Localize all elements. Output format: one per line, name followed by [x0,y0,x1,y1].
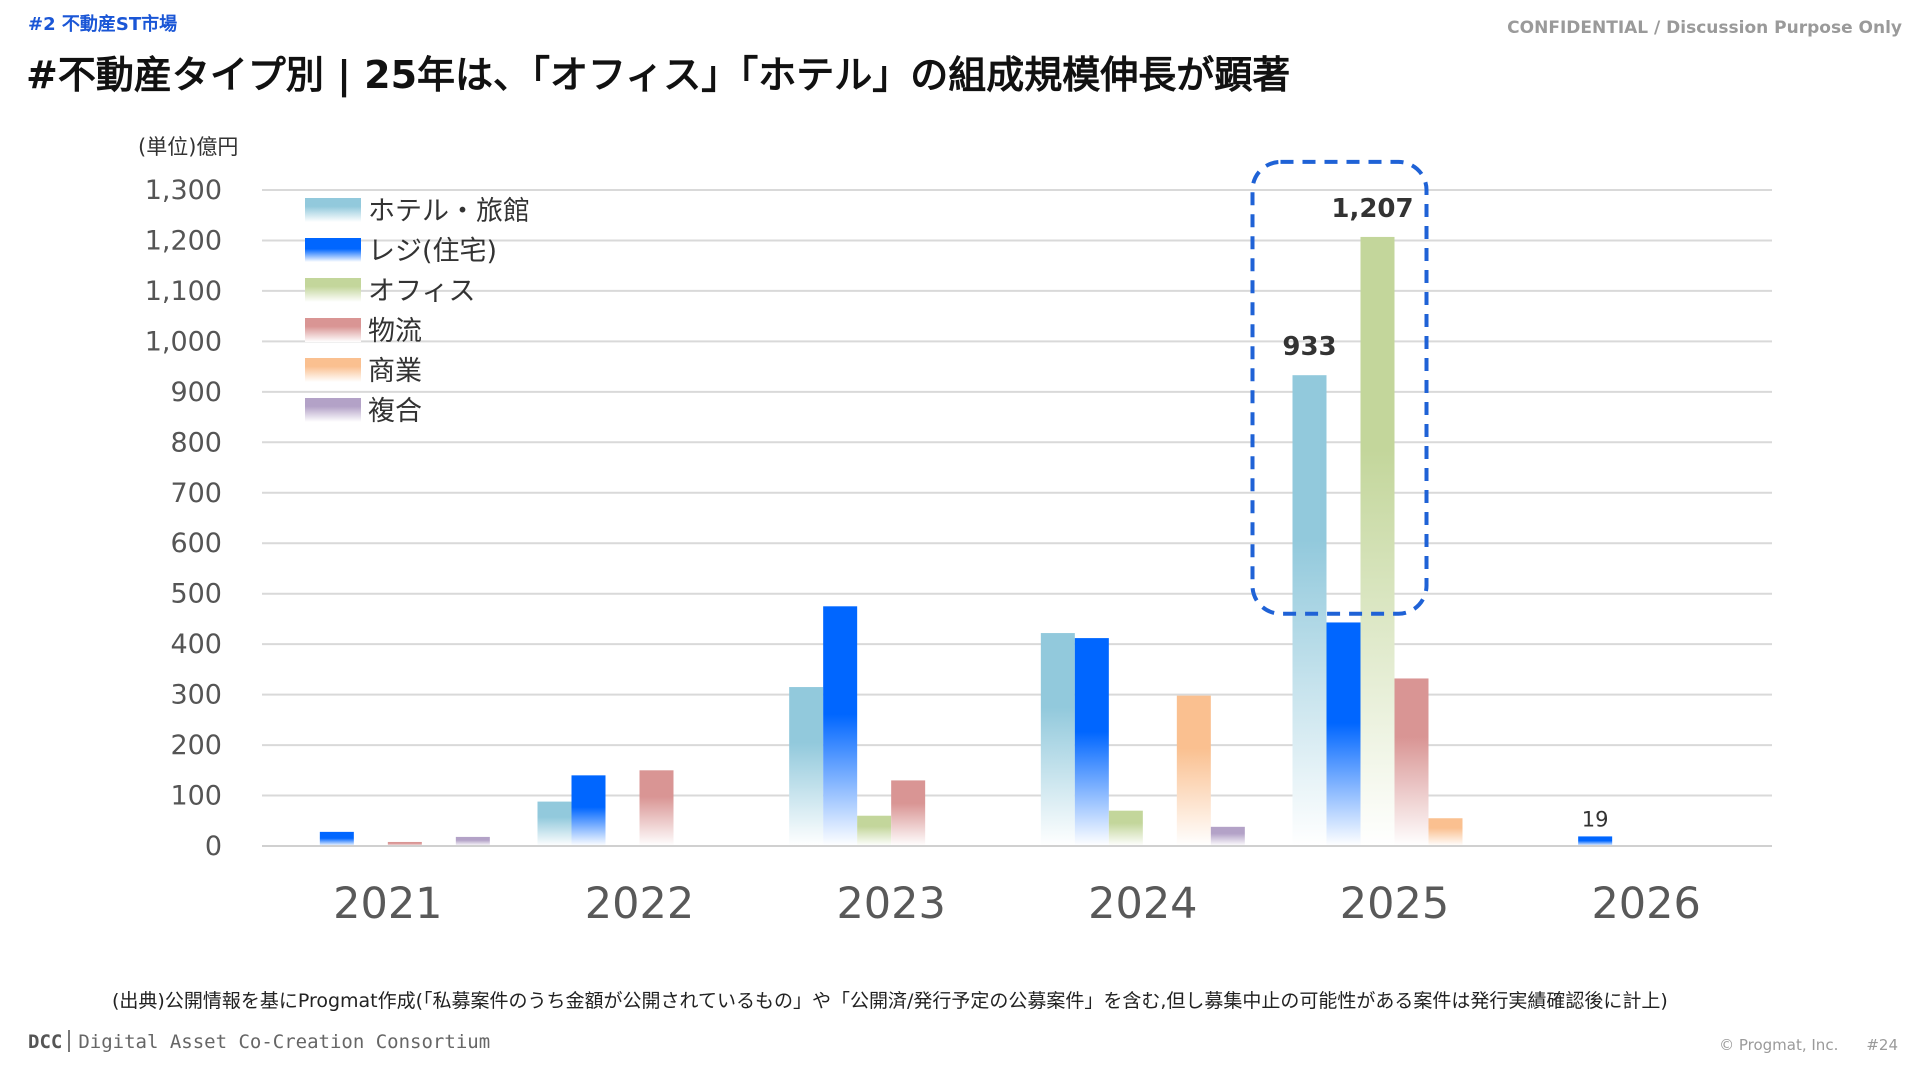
x-tick-label: 2021 [333,879,442,929]
bar [1210,826,1245,846]
y-tick-label: 200 [170,730,222,761]
data-label: 1,207 [1331,194,1413,224]
y-tick-label: 600 [170,528,222,559]
highlight-box [1250,159,1429,616]
bar [1176,695,1211,846]
legend-swatch [305,358,361,382]
logo-text: Digital Asset Co-Creation Consortium [78,1031,491,1053]
y-tick-label: 1,000 [145,326,222,357]
data-label: 933 [1282,332,1336,362]
data-label: 19 [1582,807,1609,831]
bar [1040,633,1075,846]
y-tick-label: 900 [170,377,222,408]
y-unit-label: (単位)億円 [138,135,238,159]
y-tick-label: 0 [205,831,222,862]
legend-label: レジ(住宅) [368,236,497,267]
y-tick-label: 300 [170,680,222,711]
bar [1578,836,1613,846]
source-footnote: (出典)公開情報を基にProgmat作成(「私募案件のうち金額が公開されているも… [112,990,1668,1012]
section-tag: #2 不動産ST市場 [28,14,178,35]
legend-label: ホテル・旅館 [368,196,530,227]
legend-label: 複合 [368,396,422,427]
y-tick-label: 800 [170,427,222,458]
y-tick-label: 700 [170,478,222,509]
bar [455,836,490,846]
bar [1394,678,1429,846]
bar [1428,818,1463,846]
y-tick-label: 100 [170,781,222,812]
bar [891,780,926,846]
bar [1326,622,1361,846]
y-tick-label: 1,100 [145,276,222,307]
x-tick-label: 2024 [1088,879,1197,929]
dcc-logo: DCC Digital Asset Co-Creation Consortium [28,1030,490,1053]
y-tick-label: 1,200 [145,225,222,256]
legend-label: 物流 [368,316,422,347]
bar-chart: 0 100 200 300 400 500 600 700 800 900 1,000 1,100 1,… [138,135,1772,929]
bar [571,775,606,846]
bar [537,801,572,846]
legend-swatch [305,278,361,302]
legend-label: オフィス [368,276,475,307]
legend-swatch [305,238,361,262]
footer-right: © Progmat, Inc. #24 [1719,1036,1898,1054]
logo-mark: DCC [28,1031,63,1053]
logo-divider [68,1030,71,1052]
page-number: #24 [1866,1036,1898,1054]
x-tick-label: 2026 [1591,879,1700,929]
bar [387,841,422,846]
y-tick-label: 1,300 [145,175,222,206]
legend-swatch [305,318,361,342]
confidential-label: CONFIDENTIAL / Discussion Purpose Only [1507,18,1902,38]
legend-label: 商業 [368,356,422,387]
x-tick-label: 2023 [836,879,945,929]
bar [639,770,674,846]
bar [823,606,858,846]
legend-swatch [305,198,361,222]
bar [789,687,824,846]
x-tick-label: 2025 [1340,879,1449,929]
bar [1360,236,1395,847]
bar [1292,375,1327,846]
page-title: #不動産タイプ別 | 25年は、「オフィス」「ホテル」の組成規模伸長が顕著 [26,53,1291,97]
y-tick-label: 400 [170,629,222,660]
bar [319,831,354,846]
bar [1074,638,1109,846]
y-tick-label: 500 [170,579,222,610]
bar [857,815,892,846]
copyright: © Progmat, Inc. [1719,1036,1839,1054]
legend-swatch [305,398,361,422]
x-tick-label: 2022 [585,879,694,929]
bar [1108,810,1143,846]
